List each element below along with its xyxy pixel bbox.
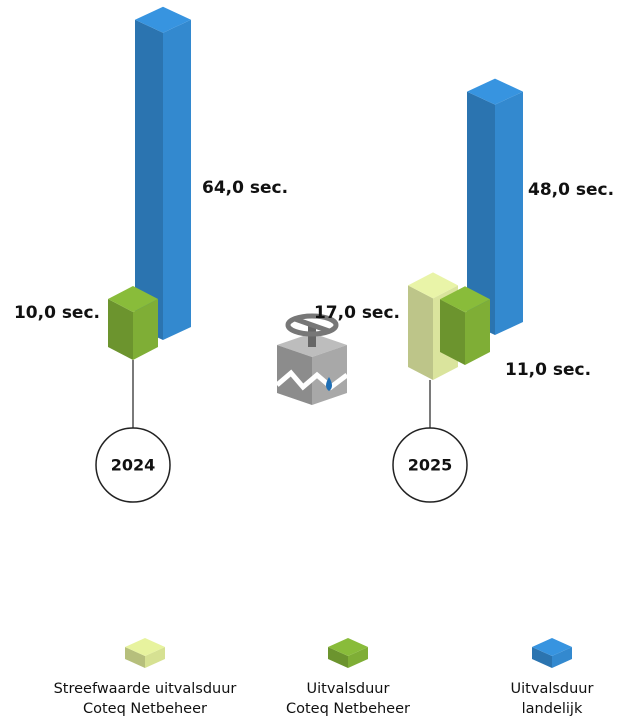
bar xyxy=(108,286,158,360)
bar-left-face xyxy=(135,19,163,341)
legend-swatch xyxy=(125,638,165,668)
value-label: 64,0 sec. xyxy=(202,178,288,198)
category-label: 2024 xyxy=(111,456,156,475)
legend-label: Uitvalsduur landelijk xyxy=(510,681,594,717)
legend-swatch xyxy=(532,638,572,668)
legend-swatch xyxy=(328,638,368,668)
bar-right-face xyxy=(348,647,368,668)
bar-top-face xyxy=(108,286,158,312)
bar-top-face xyxy=(440,286,490,313)
bar-top-face xyxy=(532,638,572,656)
bar-right-face xyxy=(145,647,165,668)
bar-top-face xyxy=(408,272,458,299)
legend-label: Uitvalsduur Coteq Netbeheer xyxy=(286,681,410,717)
bar-left-face xyxy=(408,285,433,380)
category-circle xyxy=(392,427,468,503)
bar xyxy=(440,286,490,365)
bar-top-face xyxy=(135,6,191,33)
bar-top-face xyxy=(125,638,165,656)
bar xyxy=(135,6,191,341)
bar xyxy=(467,78,523,335)
tap-icon xyxy=(275,313,349,405)
value-label: 11,0 sec. xyxy=(505,360,591,380)
bar-top-face xyxy=(328,638,368,656)
value-label: 10,0 sec. xyxy=(14,303,100,323)
value-label: 17,0 sec. xyxy=(314,303,400,323)
bar-top-face xyxy=(467,78,523,105)
legend-label: Streefwaarde uitvalsduur Coteq Netbeheer xyxy=(53,681,237,717)
bar-right-face xyxy=(465,299,490,365)
bar-left-face xyxy=(125,647,145,668)
bar-right-face xyxy=(495,91,523,335)
category-label: 2025 xyxy=(408,456,453,475)
bar-right-face xyxy=(552,647,572,668)
bar-left-face xyxy=(532,647,552,668)
category-circle xyxy=(95,427,171,503)
bar-left-face xyxy=(328,647,348,668)
value-label: 48,0 sec. xyxy=(528,180,614,200)
bar-right-face xyxy=(163,19,191,341)
bar-left-face xyxy=(440,299,465,365)
bar-left-face xyxy=(108,299,133,360)
bar-left-face xyxy=(467,91,495,335)
bar-right-face xyxy=(133,299,158,360)
